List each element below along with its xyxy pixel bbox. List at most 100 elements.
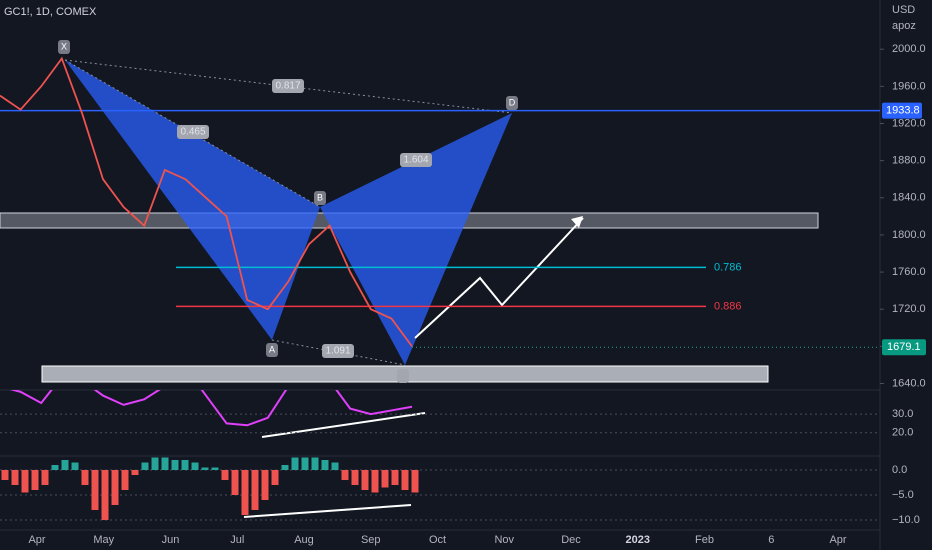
y-tick-label: 1840.0: [892, 192, 926, 204]
point-bg: [266, 343, 278, 357]
y-tick-label: 20.0: [892, 427, 913, 439]
point-bg: [397, 369, 409, 383]
fib-label: 0.886: [714, 300, 742, 312]
histogram-bar: [261, 470, 269, 500]
x-tick-label: 6: [768, 534, 774, 546]
histogram-bar: [31, 470, 39, 490]
histogram-bar: [371, 470, 379, 493]
point-label: X: [61, 41, 67, 51]
histogram-bar: [141, 462, 149, 470]
x-tick-label: Jul: [230, 534, 244, 546]
histogram-bar: [81, 470, 89, 485]
histogram-bar: [191, 462, 199, 470]
histogram-bar: [51, 465, 59, 470]
ratio-line: [64, 59, 321, 208]
y-tick-label: −5.0: [892, 489, 914, 501]
histogram-bar: [281, 465, 289, 470]
histogram-bar: [1, 470, 9, 480]
histogram-bar: [401, 470, 409, 490]
subtitle: apoz: [892, 20, 916, 32]
histogram-bar: [251, 470, 259, 510]
histogram-bar: [231, 470, 239, 495]
rsi-line: [9, 390, 413, 427]
y-tick-label: −10.0: [892, 514, 920, 526]
divergence-line: [261, 412, 426, 438]
arrow-head: [571, 216, 583, 228]
histogram-bar: [91, 470, 99, 510]
y-tick-label: 30.0: [892, 408, 913, 420]
histogram-bar: [271, 470, 279, 485]
y-tick-label: 1640.0: [892, 377, 926, 389]
histogram-bar: [241, 470, 249, 515]
x-tick-label: Feb: [695, 534, 714, 546]
price-line: [0, 56, 413, 347]
x-tick-label: Apr: [28, 534, 45, 546]
last-price-label: 1679.1: [887, 341, 921, 353]
histogram-bar: [291, 457, 299, 470]
fib-label: 0.786: [714, 261, 742, 273]
point-label: D: [509, 97, 516, 107]
projection: [414, 217, 584, 339]
y-tick-label: 0.0: [892, 464, 907, 476]
ratio-label-bg: [272, 79, 304, 93]
point-bg: [506, 96, 518, 110]
y-tick-label: 2000.0: [892, 43, 926, 55]
point-label: B: [317, 192, 323, 202]
histogram-bar: [361, 470, 369, 490]
histogram-bar: [321, 460, 329, 470]
y-tick-label: 1960.0: [892, 80, 926, 92]
symbol-title: GC1!, 1D, COMEX: [4, 6, 97, 18]
x-tick-label: Jun: [162, 534, 180, 546]
x-tick-label: 2023: [626, 534, 650, 546]
histogram-bar: [201, 467, 209, 470]
histogram-bar: [391, 470, 399, 485]
x-tick-label: May: [93, 534, 114, 546]
point-bg: [58, 40, 70, 54]
histogram-bar: [11, 470, 19, 485]
histogram-bar: [351, 470, 359, 485]
histogram-bar: [211, 467, 219, 470]
point-bg: [314, 191, 326, 205]
histogram-bar: [61, 460, 69, 470]
ratio-label-bg: [177, 125, 209, 139]
x-tick-label: Oct: [429, 534, 446, 546]
currency: USD: [892, 4, 915, 16]
histogram-bar: [21, 470, 29, 493]
pattern-leg: [320, 113, 512, 365]
ratio-label-bg: [400, 153, 432, 167]
ratio-label: 0.817: [275, 81, 300, 92]
histogram-bar: [101, 470, 109, 520]
histogram-bar: [301, 457, 309, 470]
x-tick-label: Aug: [294, 534, 314, 546]
x-tick-label: Dec: [561, 534, 581, 546]
ratio-label-bg: [322, 344, 354, 358]
histogram-bar: [121, 470, 129, 490]
ratio-label: 0.465: [180, 127, 205, 138]
ratio-label: 1.091: [325, 346, 350, 357]
histogram-bar: [331, 462, 339, 470]
histogram-bar: [111, 470, 119, 505]
histogram-bar: [41, 470, 49, 485]
histogram-bar: [161, 457, 169, 470]
price-badge: [882, 339, 926, 356]
histogram-bar: [71, 462, 79, 470]
histogram-bar: [341, 470, 349, 480]
y-tick-label: 1880.0: [892, 155, 926, 167]
histogram-bar: [221, 470, 229, 480]
target-price-label: 1933.8: [886, 105, 920, 117]
divergence-line: [243, 504, 412, 518]
y-tick-label: 1800.0: [892, 229, 926, 241]
y-tick-label: 1720.0: [892, 303, 926, 315]
histogram-bar: [311, 457, 319, 470]
price-badge: [882, 102, 922, 119]
histogram-bar: [131, 470, 139, 475]
histogram-bar: [171, 460, 179, 470]
histogram-bar: [151, 457, 159, 470]
histogram-bar: [381, 470, 389, 488]
x-tick-label: Nov: [494, 534, 514, 546]
histogram-bar: [181, 460, 189, 470]
y-tick-label: 1760.0: [892, 266, 926, 278]
